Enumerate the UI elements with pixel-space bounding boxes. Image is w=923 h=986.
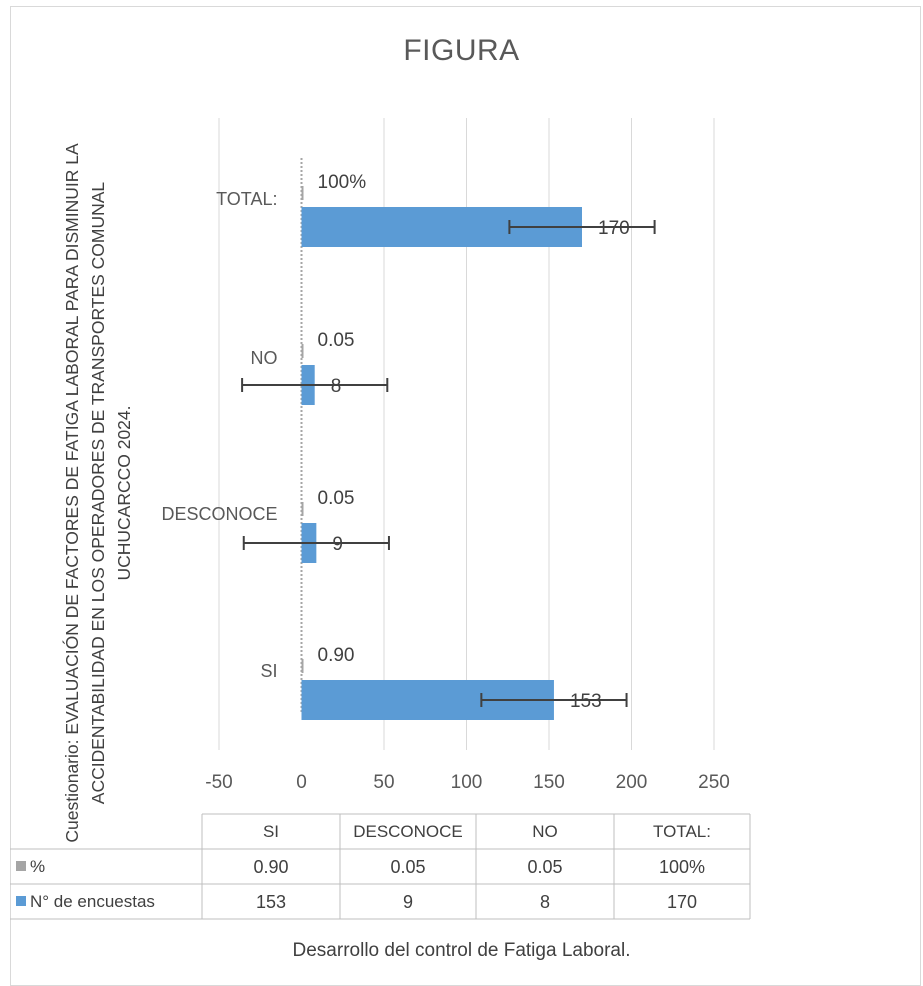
- legend-key: [16, 861, 26, 871]
- category-label: DESCONOCE: [161, 504, 277, 524]
- legend-key: [16, 896, 26, 906]
- table-cell: 9: [403, 892, 413, 912]
- table-header-cell: SI: [263, 822, 279, 841]
- x-tick-label: 150: [533, 772, 565, 793]
- data-label-count: 9: [332, 534, 343, 555]
- x-axis-label: Desarrollo del control de Fatiga Laboral…: [292, 940, 631, 961]
- category-label: NO: [251, 348, 278, 368]
- table-cell: 170: [667, 892, 697, 912]
- chart-frame: [10, 6, 921, 986]
- table-header-cell: NO: [532, 822, 558, 841]
- data-label-percent: 100%: [318, 172, 367, 193]
- table-cell: 0.90: [253, 857, 288, 877]
- x-tick-label: 100: [451, 772, 483, 793]
- table-cell: 0.05: [527, 857, 562, 877]
- chart-title: FIGURA: [403, 34, 520, 67]
- data-label-percent: 0.05: [318, 330, 355, 351]
- legend-series-name: %: [30, 857, 45, 876]
- data-label-percent: 0.05: [318, 488, 355, 509]
- table-cell: 153: [256, 892, 286, 912]
- y-axis-label: Cuestionario: EVALUACIÓN DE FACTORES DE …: [62, 143, 134, 843]
- table-cell: 100%: [659, 857, 705, 877]
- y-axis-label-wrap: Cuestionario: EVALUACIÓN DE FACTORES DE …: [52, 118, 144, 868]
- legend-series-name: N° de encuestas: [30, 892, 155, 911]
- x-tick-label: 50: [373, 772, 394, 793]
- table-header-cell: DESCONOCE: [353, 822, 463, 841]
- category-label: TOTAL:: [216, 189, 277, 209]
- bar-percent: [301, 186, 304, 200]
- data-label-percent: 0.90: [318, 645, 355, 666]
- bar-percent: [301, 659, 304, 673]
- chart-svg: -50 0 50 100 150 200 250 SI 0.90 153 DESCONOCE 0.05…: [10, 118, 751, 920]
- table-header-cell: TOTAL:: [653, 822, 711, 841]
- data-label-count: 153: [570, 691, 602, 712]
- category-label: SI: [260, 661, 277, 681]
- data-label-count: 170: [598, 218, 630, 239]
- x-tick-label: 0: [296, 772, 307, 793]
- bar-percent: [301, 502, 304, 516]
- table-cell: 0.05: [390, 857, 425, 877]
- table-cell: 8: [540, 892, 550, 912]
- bar-percent: [301, 344, 304, 358]
- data-label-count: 8: [331, 376, 342, 397]
- x-tick-label: -50: [205, 772, 232, 793]
- x-tick-label: 250: [698, 772, 730, 793]
- x-tick-label: 200: [616, 772, 648, 793]
